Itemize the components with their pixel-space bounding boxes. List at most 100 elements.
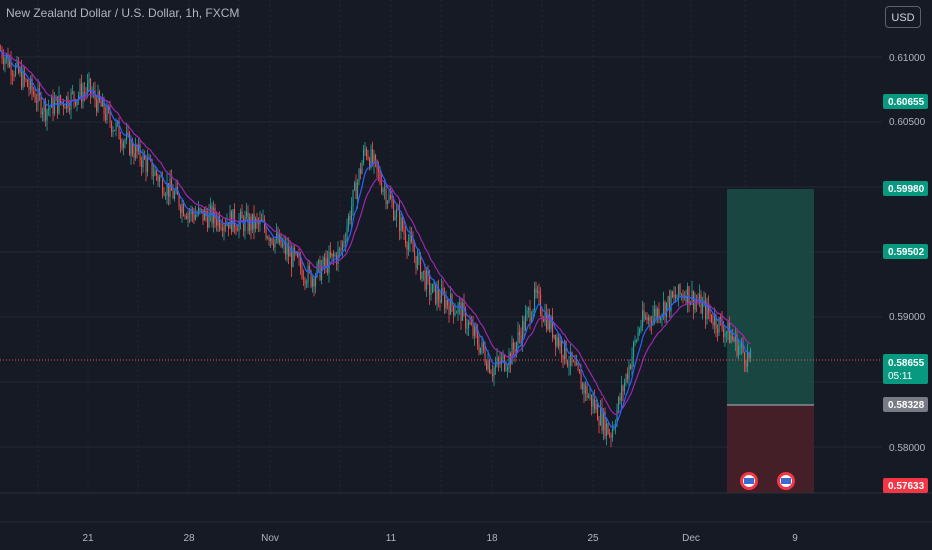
candle bbox=[360, 162, 362, 180]
candle bbox=[244, 210, 246, 240]
svg-text:0.59980: 0.59980 bbox=[888, 184, 925, 195]
candle bbox=[636, 338, 638, 344]
candle bbox=[426, 267, 428, 297]
candle bbox=[433, 280, 435, 292]
candle bbox=[48, 99, 50, 116]
candle bbox=[153, 165, 155, 185]
time-label-nov: Nov bbox=[261, 533, 279, 544]
candle bbox=[696, 294, 698, 312]
candle bbox=[607, 422, 609, 435]
candle bbox=[627, 367, 629, 384]
candle bbox=[463, 293, 465, 317]
candle bbox=[687, 282, 689, 313]
currency-button[interactable]: USD bbox=[885, 6, 921, 28]
candle bbox=[223, 222, 225, 241]
candle bbox=[549, 308, 551, 333]
candle bbox=[492, 364, 494, 382]
candle bbox=[316, 261, 318, 279]
candle bbox=[744, 351, 746, 373]
candle bbox=[517, 321, 519, 349]
candle bbox=[42, 107, 44, 122]
candle bbox=[87, 73, 89, 99]
candle bbox=[325, 250, 327, 273]
candle bbox=[15, 63, 17, 78]
candle bbox=[133, 144, 135, 165]
candle bbox=[189, 207, 191, 224]
candle bbox=[265, 225, 267, 241]
candle bbox=[22, 65, 24, 91]
event-flag-2[interactable] bbox=[777, 472, 795, 490]
candle bbox=[343, 234, 345, 248]
candle bbox=[421, 271, 423, 283]
candle bbox=[81, 74, 83, 109]
candle bbox=[381, 173, 383, 195]
candle bbox=[25, 77, 27, 83]
svg-text:0.57633: 0.57633 bbox=[888, 481, 925, 492]
candle bbox=[726, 330, 728, 343]
candle bbox=[487, 350, 489, 373]
candle bbox=[556, 333, 558, 349]
candle bbox=[174, 188, 176, 202]
candle bbox=[13, 70, 15, 82]
svg-text:0.59502: 0.59502 bbox=[888, 247, 925, 258]
candle bbox=[61, 101, 63, 107]
candle bbox=[624, 378, 626, 395]
candle bbox=[598, 416, 600, 434]
price-tag-target: 0.59980 bbox=[883, 181, 928, 196]
candle bbox=[555, 334, 557, 357]
candle bbox=[478, 335, 480, 356]
candle bbox=[213, 200, 215, 233]
candle bbox=[739, 342, 741, 355]
candle bbox=[658, 302, 660, 324]
candle bbox=[237, 225, 239, 232]
candle bbox=[439, 291, 441, 311]
candle bbox=[490, 369, 492, 375]
symbol-title: New Zealand Dollar / U.S. Dollar, 1h, FX… bbox=[6, 6, 240, 20]
candle bbox=[472, 315, 474, 339]
candle bbox=[115, 118, 117, 137]
candle bbox=[672, 290, 674, 299]
candle bbox=[628, 359, 630, 388]
stop-zone[interactable] bbox=[727, 405, 814, 493]
candle bbox=[748, 352, 750, 362]
time-label-9: 9 bbox=[792, 533, 798, 544]
candle bbox=[505, 360, 507, 372]
candle bbox=[313, 276, 315, 297]
candle bbox=[457, 301, 459, 322]
candle bbox=[372, 141, 374, 167]
event-flag-1[interactable] bbox=[740, 472, 758, 490]
candle bbox=[412, 231, 414, 252]
candle bbox=[741, 338, 743, 355]
candle bbox=[591, 394, 593, 416]
candle bbox=[4, 55, 6, 73]
candle bbox=[331, 253, 333, 261]
candle bbox=[180, 204, 182, 219]
candle bbox=[385, 184, 387, 210]
candle bbox=[585, 381, 587, 402]
candle bbox=[409, 226, 411, 252]
candle bbox=[120, 131, 122, 153]
candle bbox=[111, 120, 113, 137]
candle bbox=[600, 399, 602, 427]
candle bbox=[430, 283, 432, 301]
candle bbox=[348, 213, 350, 232]
candle bbox=[645, 312, 647, 321]
candle bbox=[646, 312, 648, 325]
candle bbox=[625, 373, 627, 387]
candle bbox=[519, 324, 521, 344]
candle bbox=[24, 66, 26, 88]
target-zone[interactable] bbox=[727, 189, 814, 405]
candle bbox=[588, 393, 590, 399]
candle bbox=[43, 98, 45, 122]
svg-text:0.58655: 0.58655 bbox=[888, 358, 925, 369]
candle bbox=[337, 241, 339, 272]
candle bbox=[630, 363, 632, 370]
time-axis[interactable]: 21 28 Nov 11 18 25 Dec 9 bbox=[82, 533, 798, 544]
countdown-timer: 05:11 bbox=[888, 371, 913, 382]
candle bbox=[154, 165, 156, 176]
candle bbox=[28, 79, 30, 97]
candle bbox=[349, 210, 351, 225]
candle bbox=[141, 156, 143, 176]
candle bbox=[489, 358, 491, 374]
